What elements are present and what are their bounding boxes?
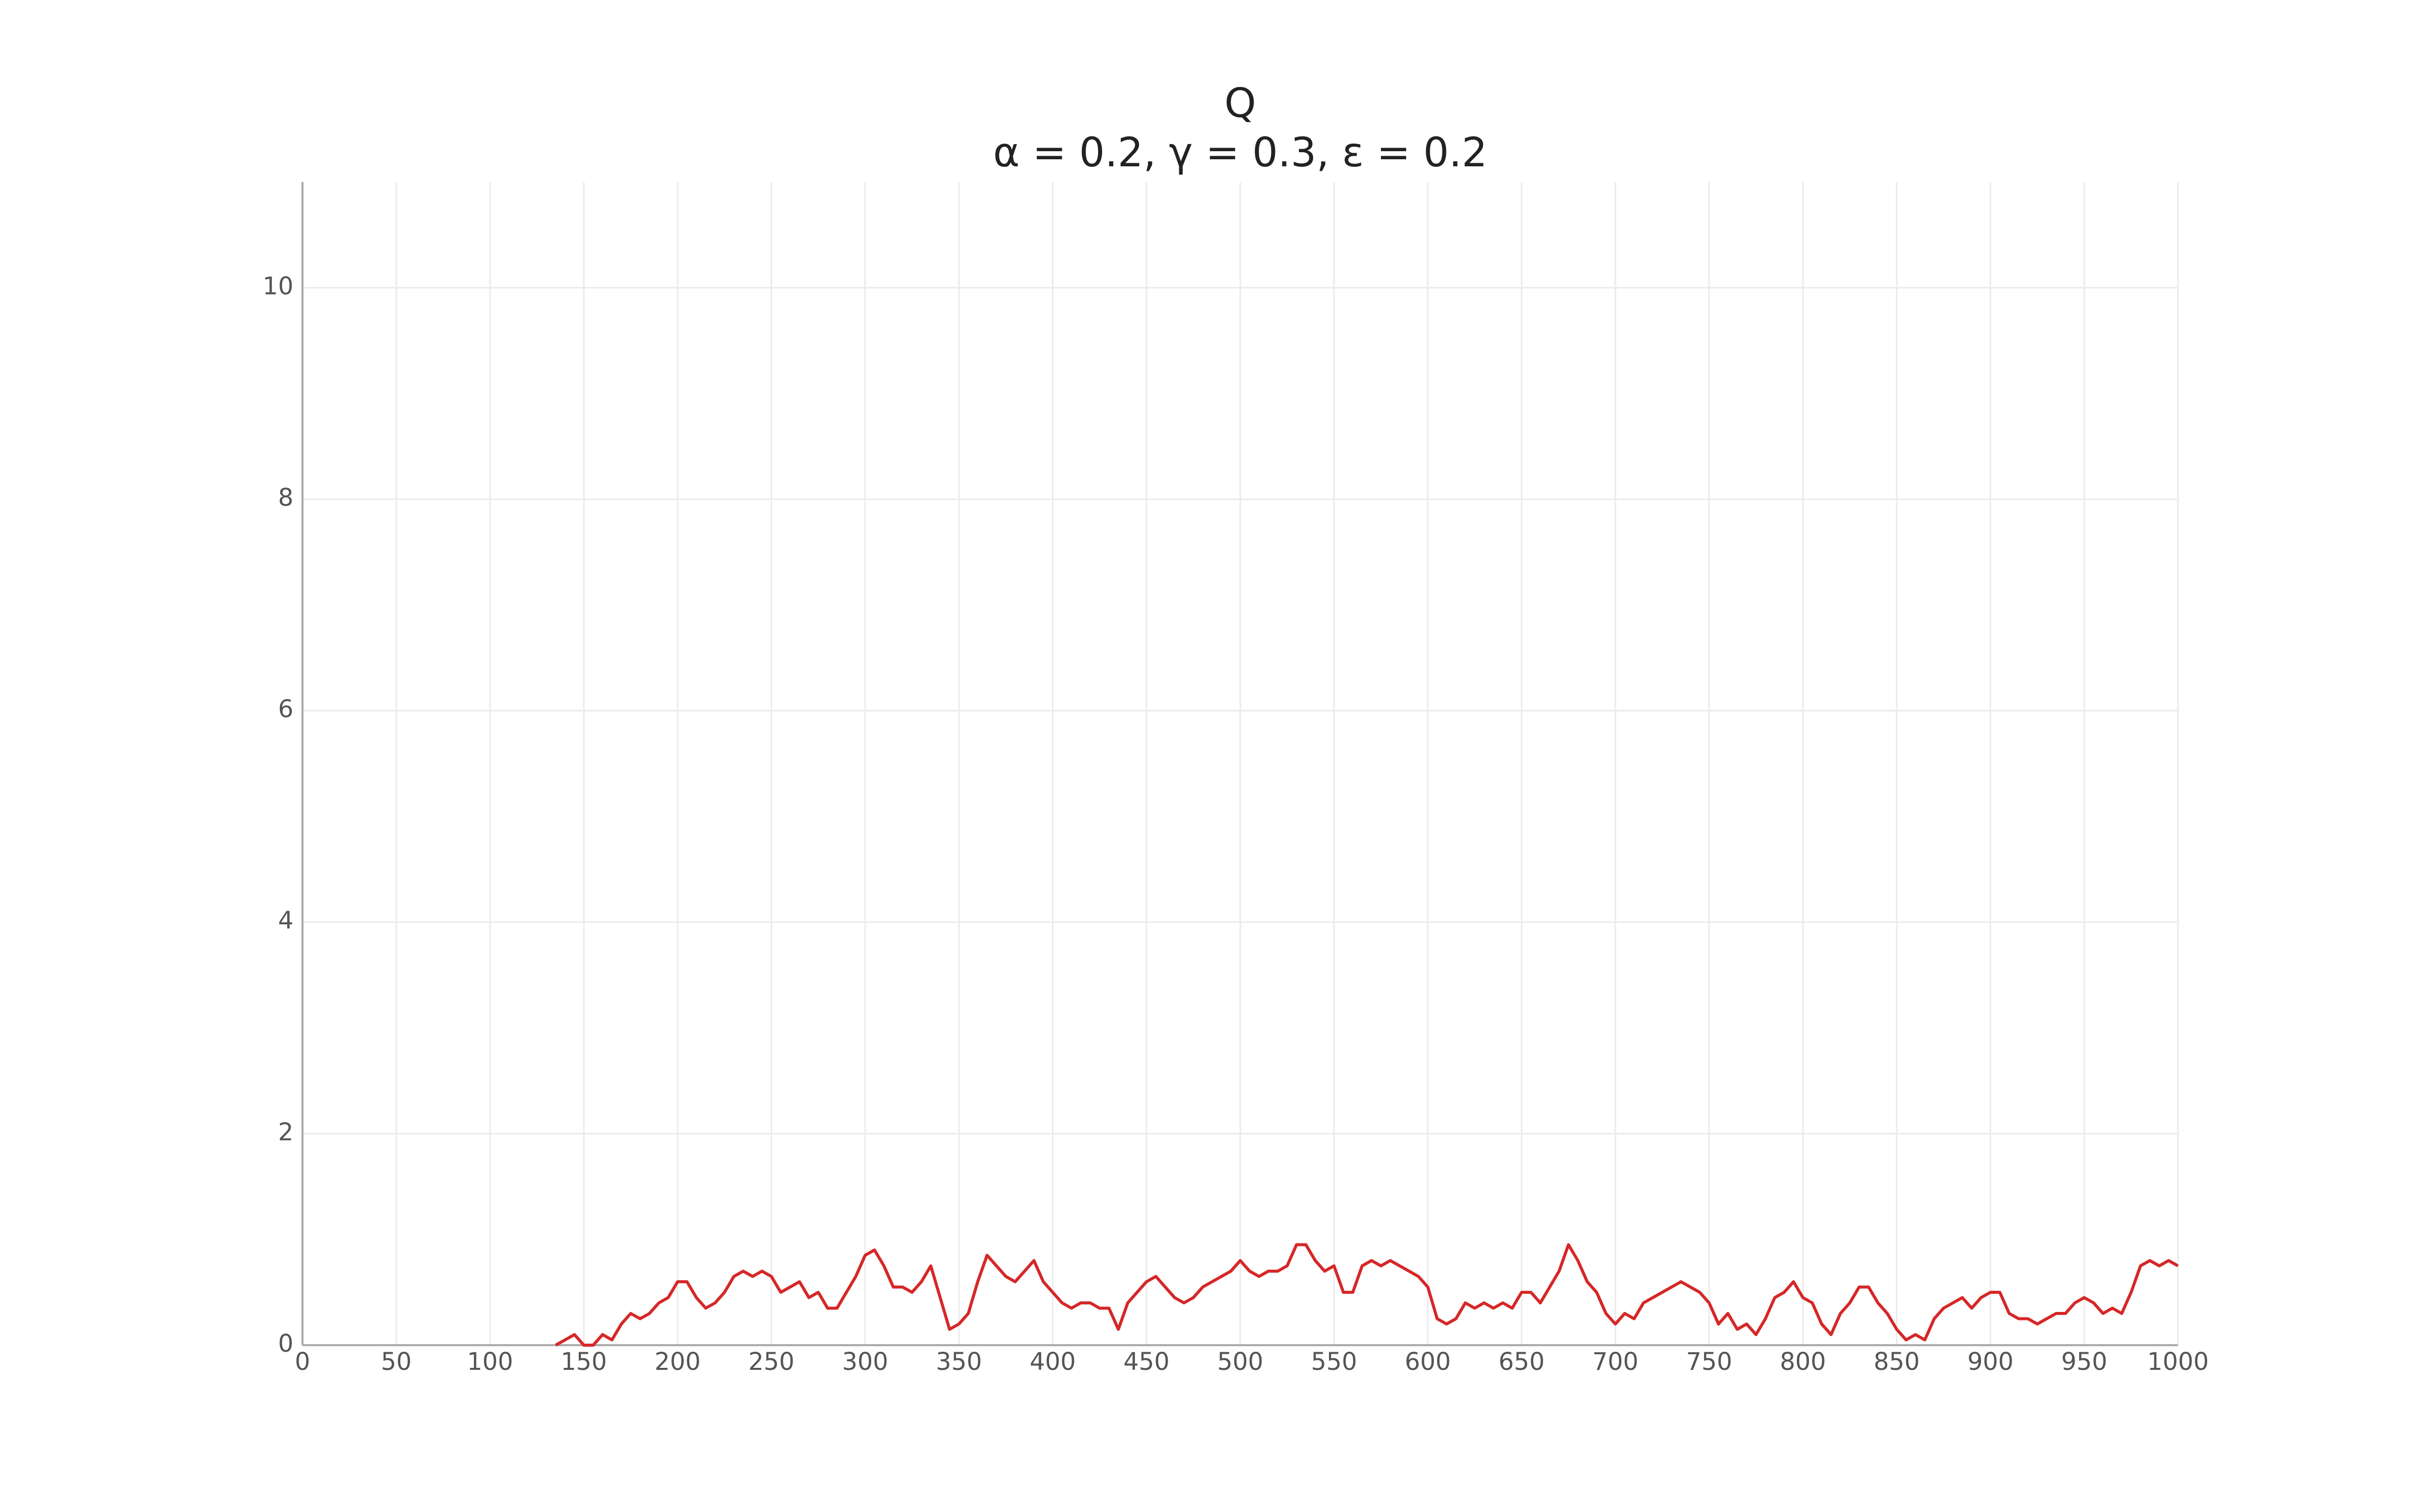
x-tick-label: 400	[1030, 1348, 1076, 1376]
x-tick-label: 200	[654, 1348, 701, 1376]
chart-subtitle: α = 0.2, γ = 0.3, ε = 0.2	[993, 129, 1487, 176]
x-tick-label: 250	[748, 1348, 795, 1376]
x-tick-label: 750	[1686, 1348, 1732, 1376]
x-tick-label: 0	[295, 1348, 311, 1376]
x-tick-label: 350	[936, 1348, 982, 1376]
x-tick-label: 900	[1967, 1348, 2014, 1376]
x-tick-label: 700	[1592, 1348, 1639, 1376]
x-tick-label: 850	[1873, 1348, 1920, 1376]
x-tick-label: 550	[1311, 1348, 1357, 1376]
y-tick-label: 0	[278, 1330, 293, 1358]
x-tick-label: 50	[381, 1348, 411, 1376]
x-tick-label: 150	[561, 1348, 607, 1376]
data-line	[555, 1243, 2179, 1347]
x-tick-label: 100	[467, 1348, 513, 1376]
x-tick-label: 1000	[2147, 1348, 2209, 1376]
y-tick-label: 2	[278, 1118, 293, 1146]
x-tick-label: 450	[1123, 1348, 1170, 1376]
y-tick-label: 4	[278, 907, 293, 935]
y-tick-label: 8	[278, 483, 293, 512]
x-tick-label: 950	[2061, 1348, 2107, 1376]
y-tick-label: 10	[263, 272, 293, 300]
x-tick-label: 650	[1498, 1348, 1545, 1376]
x-tick-label: 800	[1780, 1348, 1826, 1376]
y-tick-label: 6	[278, 695, 293, 723]
x-tick-label: 300	[842, 1348, 888, 1376]
x-tick-label: 600	[1405, 1348, 1451, 1376]
x-tick-label: 500	[1217, 1348, 1263, 1376]
chart-title: Q	[1225, 80, 1256, 127]
